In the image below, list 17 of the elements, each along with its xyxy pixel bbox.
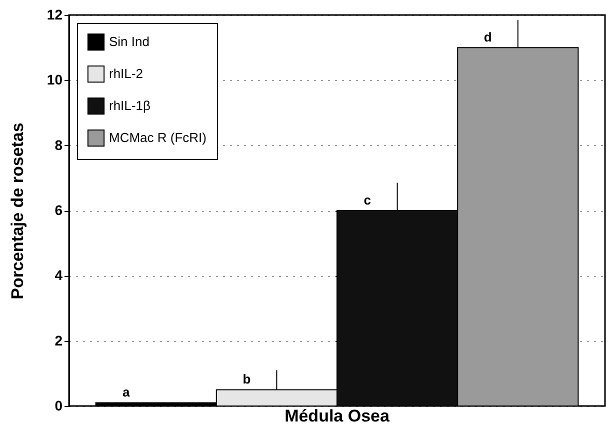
y-tick-label: 6 [54,202,63,218]
legend-label: rhIL-2 [109,66,143,81]
annotation: c [364,192,371,208]
legend-label: Sin Ind [109,34,150,49]
annotation: a [122,384,130,400]
y-tick-label: 2 [54,332,63,348]
y-tick-label: 4 [54,267,63,284]
legend-label: MCMac R (FcRI) [109,130,206,145]
y-tick-label: 12 [46,6,63,22]
legend-label: rhIL-1β [109,98,150,113]
y-tick-label: 0 [54,398,63,414]
y-tick-label: 8 [54,136,63,153]
y-axis-title: Porcentaje de rosetas [8,122,27,300]
annotation: b [242,372,251,387]
annotation: d [484,30,492,45]
x-tick-label: Médula Osea [284,406,390,426]
y-tick-label: 10 [46,72,63,88]
